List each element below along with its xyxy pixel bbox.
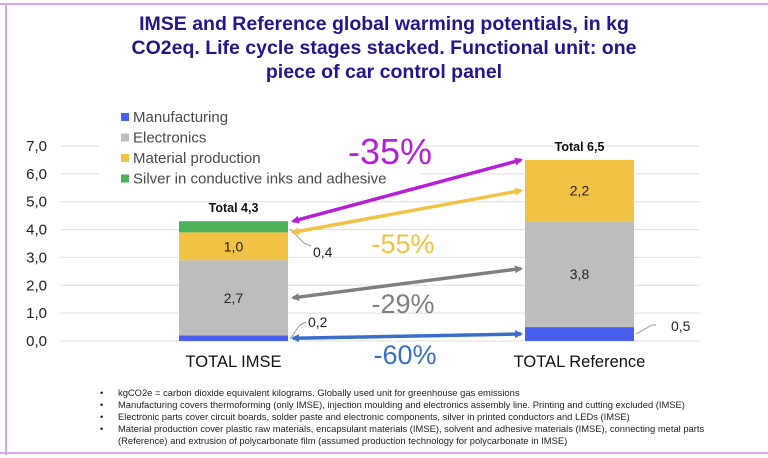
legend-entry: Electronics: [133, 130, 206, 147]
data-label: 0,2: [308, 314, 328, 330]
data-label: 1,0: [224, 238, 244, 254]
footnote: kgCO2e = carbon dioxide equivalent kilog…: [100, 387, 750, 399]
y-tick-label: 5,0: [26, 194, 47, 211]
y-tick-label: 2,0: [26, 277, 47, 294]
legend-entry: Manufacturing: [133, 109, 228, 126]
y-tick-label: 6,0: [26, 166, 47, 183]
reduction-percentage-label: -60%: [373, 340, 436, 370]
y-tick-label: 3,0: [26, 249, 47, 266]
comparison-arrow: [291, 330, 523, 343]
footnote: Manufacturing covers thermoforming (only…: [100, 399, 750, 411]
legend-swatch: [121, 154, 129, 162]
bar-segment-electronics: [179, 260, 288, 336]
leader-line: [635, 324, 656, 335]
bar-segment-electronics: [525, 221, 634, 328]
y-tick-label: 7,0: [26, 138, 47, 155]
footnote: Material production cover plastic raw ma…: [100, 423, 750, 447]
reduction-percentage-label: -35%: [348, 131, 432, 172]
slide-border-left: [5, 3, 7, 455]
total-label: Total 4,3: [209, 201, 259, 215]
total-label: Total 6,5: [555, 140, 605, 154]
bar-segment-material-production: [525, 159, 634, 222]
legend-swatch: [121, 174, 129, 183]
data-label: 0,4: [313, 244, 333, 260]
data-label: 2,2: [570, 183, 590, 199]
reduction-percentage-label: -29%: [371, 289, 434, 319]
data-label: 2,7: [224, 290, 244, 306]
footnotes: kgCO2e = carbon dioxide equivalent kilog…: [100, 387, 750, 447]
y-tick-label: 1,0: [26, 305, 47, 322]
comparison-arrow: [291, 187, 523, 236]
category-label: TOTAL Reference: [514, 353, 646, 371]
comparison-arrow: [291, 265, 523, 302]
bar-segment-material-production: [179, 232, 288, 261]
footnote: Electronic parts cover circuit boards, s…: [100, 411, 750, 423]
bar-segment-manufacturing: [179, 335, 288, 341]
data-label: 0,5: [671, 318, 691, 334]
bar-segment-silver-in-conductive-inks-and-adhesive: [179, 221, 288, 233]
bar-segment-manufacturing: [525, 327, 634, 341]
data-label: 3,8: [570, 266, 590, 282]
legend-swatch: [121, 133, 129, 142]
chart-title: IMSE and Reference global warming potent…: [131, 13, 637, 83]
legend-entry: Silver in conductive inks and adhesive: [133, 171, 386, 188]
slide-border-bottom: [0, 452, 768, 454]
legend-entry: Material production: [133, 150, 261, 167]
stacked-bar-chart: 0,0 1,0 2,0 3,0 4,0 5,0 6,0 7,0 Total 4,3 TOTAL …: [26, 109, 700, 371]
reduction-percentage-label: -55%: [371, 229, 434, 259]
y-tick-label: 4,0: [26, 222, 47, 239]
y-tick-label: 0,0: [26, 333, 47, 350]
category-label: TOTAL IMSE: [186, 353, 282, 371]
slide-border-top: [0, 3, 768, 5]
legend-swatch: [121, 113, 129, 121]
